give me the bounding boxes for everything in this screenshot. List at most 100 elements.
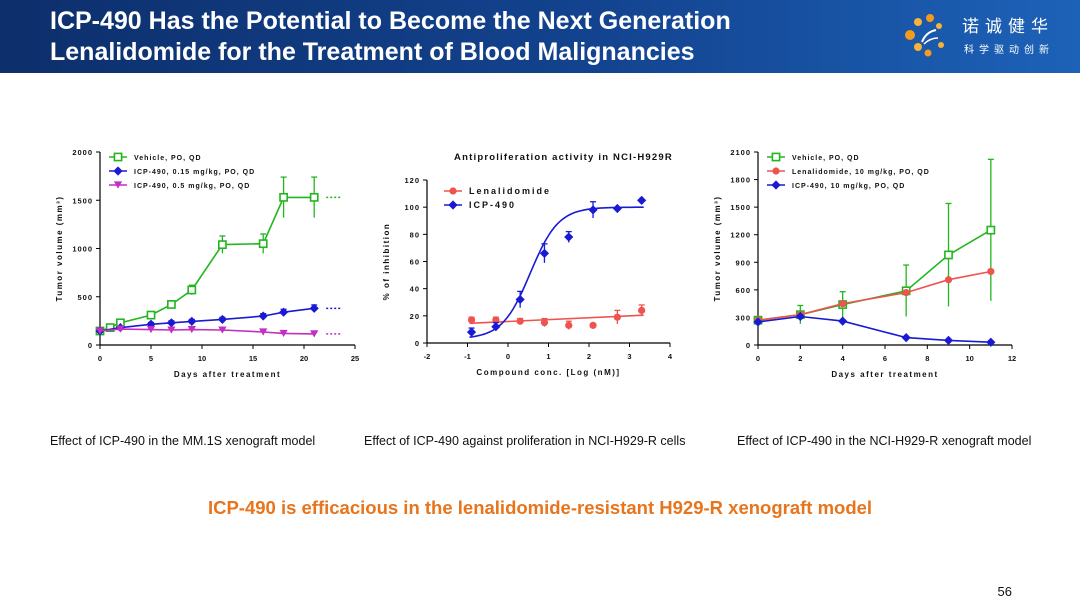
- chart1-series-2-point: [279, 307, 289, 317]
- chart1-series-1-point: [279, 192, 288, 202]
- chart3-x-tick-label: 10: [965, 354, 973, 363]
- chart3-x-tick-label: 12: [1008, 354, 1016, 363]
- chart1-series-3-point: [95, 327, 105, 335]
- chart1-series-2-point: [115, 323, 125, 333]
- chart1-y-tick-label: 1500: [72, 196, 93, 205]
- chart1-series-3-point: [310, 330, 319, 338]
- chart3-series-3-point: [986, 337, 996, 347]
- chart2-series-2-point: [588, 205, 598, 215]
- chart2-series-1-point: [540, 319, 549, 327]
- chart1-series-3-point: [218, 326, 227, 334]
- chart2-legend-marker: [449, 187, 457, 195]
- chart1-y-axis-title: Tumor volume (mm³): [55, 196, 64, 302]
- chart3-series-1-point: [795, 310, 805, 320]
- chart1-series-3-point: [279, 329, 288, 338]
- chart1-series-2-point: [309, 303, 319, 313]
- chart3-series-1-point: [944, 250, 953, 260]
- chart1-y-tick-label: 2000: [72, 148, 93, 157]
- chart2-x-tick-label: 2: [587, 352, 591, 361]
- chart2-series-1-point: [565, 321, 573, 329]
- chart3-series-3-point: [901, 333, 911, 343]
- chart2-series-2-fit-curve: [469, 206, 644, 338]
- chart1-y-tick-label: 500: [77, 293, 93, 302]
- chart1-series-1-point: [309, 192, 319, 202]
- chart3-series-2-point: [754, 316, 762, 324]
- chart1-x-tick-label: 25: [351, 354, 359, 363]
- chart1-series-2-point: [258, 311, 268, 321]
- chart2-x-tick-label: 4: [668, 352, 673, 361]
- chart1-x-tick-label: 10: [198, 354, 206, 363]
- chart1-series-2-point: [95, 326, 105, 336]
- chart3-legend-marker: [771, 152, 781, 162]
- chart3-series-3-point: [838, 316, 848, 326]
- chart1-series-1-point: [95, 326, 105, 336]
- chart3-x-tick-label: 4: [841, 354, 846, 363]
- chart1-series-2-point: [146, 319, 156, 329]
- chart2-series-1-point: [589, 321, 597, 329]
- chart1-series-3-line: [99, 328, 315, 335]
- chart1-x-tick-label: 5: [149, 354, 153, 363]
- chart2-y-tick-label: 0: [415, 339, 420, 348]
- chart3-x-tick-label: 0: [756, 354, 760, 363]
- chart2-legend-label: ICP-490: [469, 200, 516, 210]
- chart2-legend-marker: [448, 200, 458, 210]
- chart3-x-axis-title: Days after treatment: [831, 370, 938, 379]
- chart1-legend-marker: [113, 181, 123, 189]
- chart2-y-tick-label: 40: [410, 285, 420, 294]
- chart1-legend-label: Vehicle, PO, QD: [134, 155, 202, 162]
- page-number: 56: [997, 584, 1012, 599]
- conclusion-statement: ICP-490 is efficacious in the lenalidomi…: [207, 497, 873, 518]
- chart3-y-tick-label: 1200: [730, 231, 751, 240]
- company-logo: 诺诚健华 科学驱动创新: [898, 10, 1068, 64]
- chart2-x-tick-label: 3: [627, 352, 631, 361]
- chart1-series-2-point: [187, 316, 197, 326]
- chart1-series-1-point: [116, 318, 125, 328]
- chart2-x-axis-title: Compound conc. [Log (nM)]: [476, 368, 620, 377]
- logo-chinese-name: 诺诚健华: [962, 17, 1054, 37]
- chart3-series-1-line: [757, 229, 992, 321]
- chart2-series-1-fit-line: [469, 314, 644, 325]
- chart1-series-3-point: [259, 328, 268, 336]
- chart3-series-1-point: [901, 286, 911, 296]
- chart2-series-2-point: [515, 294, 525, 305]
- chart1-series-2-line: [99, 307, 315, 332]
- chart3-x-tick-label: 8: [925, 354, 929, 363]
- chart3-series-3-point: [753, 317, 763, 327]
- chart1-series-2-point: [217, 314, 227, 325]
- chart3-y-tick-label: 2100: [730, 148, 751, 157]
- chart1-x-tick-label: 0: [98, 354, 102, 363]
- chart1-series-1-point: [146, 310, 156, 320]
- chart2-series-1-point: [638, 306, 646, 314]
- chart1-legend-marker: [113, 166, 123, 176]
- chart1-series-1-point: [258, 239, 268, 249]
- chart1-series-3-point: [116, 325, 125, 333]
- chart3-series-1-point: [838, 300, 848, 309]
- chart2-x-tick-label: 1: [546, 352, 550, 361]
- chart1-series-1-point: [105, 323, 115, 333]
- chart2-legend-label: Lenalidomide: [469, 186, 551, 196]
- chart2-y-tick-label: 20: [410, 312, 420, 321]
- chart3-series-2-point: [796, 311, 804, 319]
- chart3-series-3-point: [795, 311, 805, 322]
- chart1-x-axis-title: Days after treatment: [174, 370, 281, 379]
- chart2-title: Antiproliferation activity in NCI-H929R: [454, 152, 673, 163]
- chart2-y-tick-label: 120: [404, 176, 420, 185]
- caption-mm1s-model: Effect of ICP-490 in the MM.1S xenograft…: [50, 434, 316, 448]
- chart3-series-1-point: [753, 315, 763, 325]
- logo-slogan: 科学驱动创新: [964, 45, 1054, 56]
- chart2-series-2-point: [637, 195, 647, 205]
- slide-title-line2: Lenalidomide for the Treatment of Blood …: [50, 38, 695, 66]
- chart1-legend-label: ICP-490, 0.15 mg/kg, PO, QD: [134, 169, 255, 176]
- chart1-series-1-point: [187, 285, 197, 295]
- chart1-series-3-point: [146, 325, 156, 334]
- chart2-series-2-point: [564, 232, 574, 242]
- chart1-series-1-point: [218, 240, 227, 250]
- chart3-y-tick-label: 1500: [730, 203, 751, 212]
- chart3-legend-marker: [771, 180, 781, 190]
- chart2-series-1-point: [613, 313, 621, 321]
- chart3-series-2-point: [944, 276, 953, 284]
- logo-mark-icon: [905, 14, 944, 57]
- chart2-series-2-point: [612, 203, 622, 214]
- chart2-x-tick-label: 0: [506, 352, 510, 361]
- chart3-y-tick-label: 600: [735, 286, 751, 295]
